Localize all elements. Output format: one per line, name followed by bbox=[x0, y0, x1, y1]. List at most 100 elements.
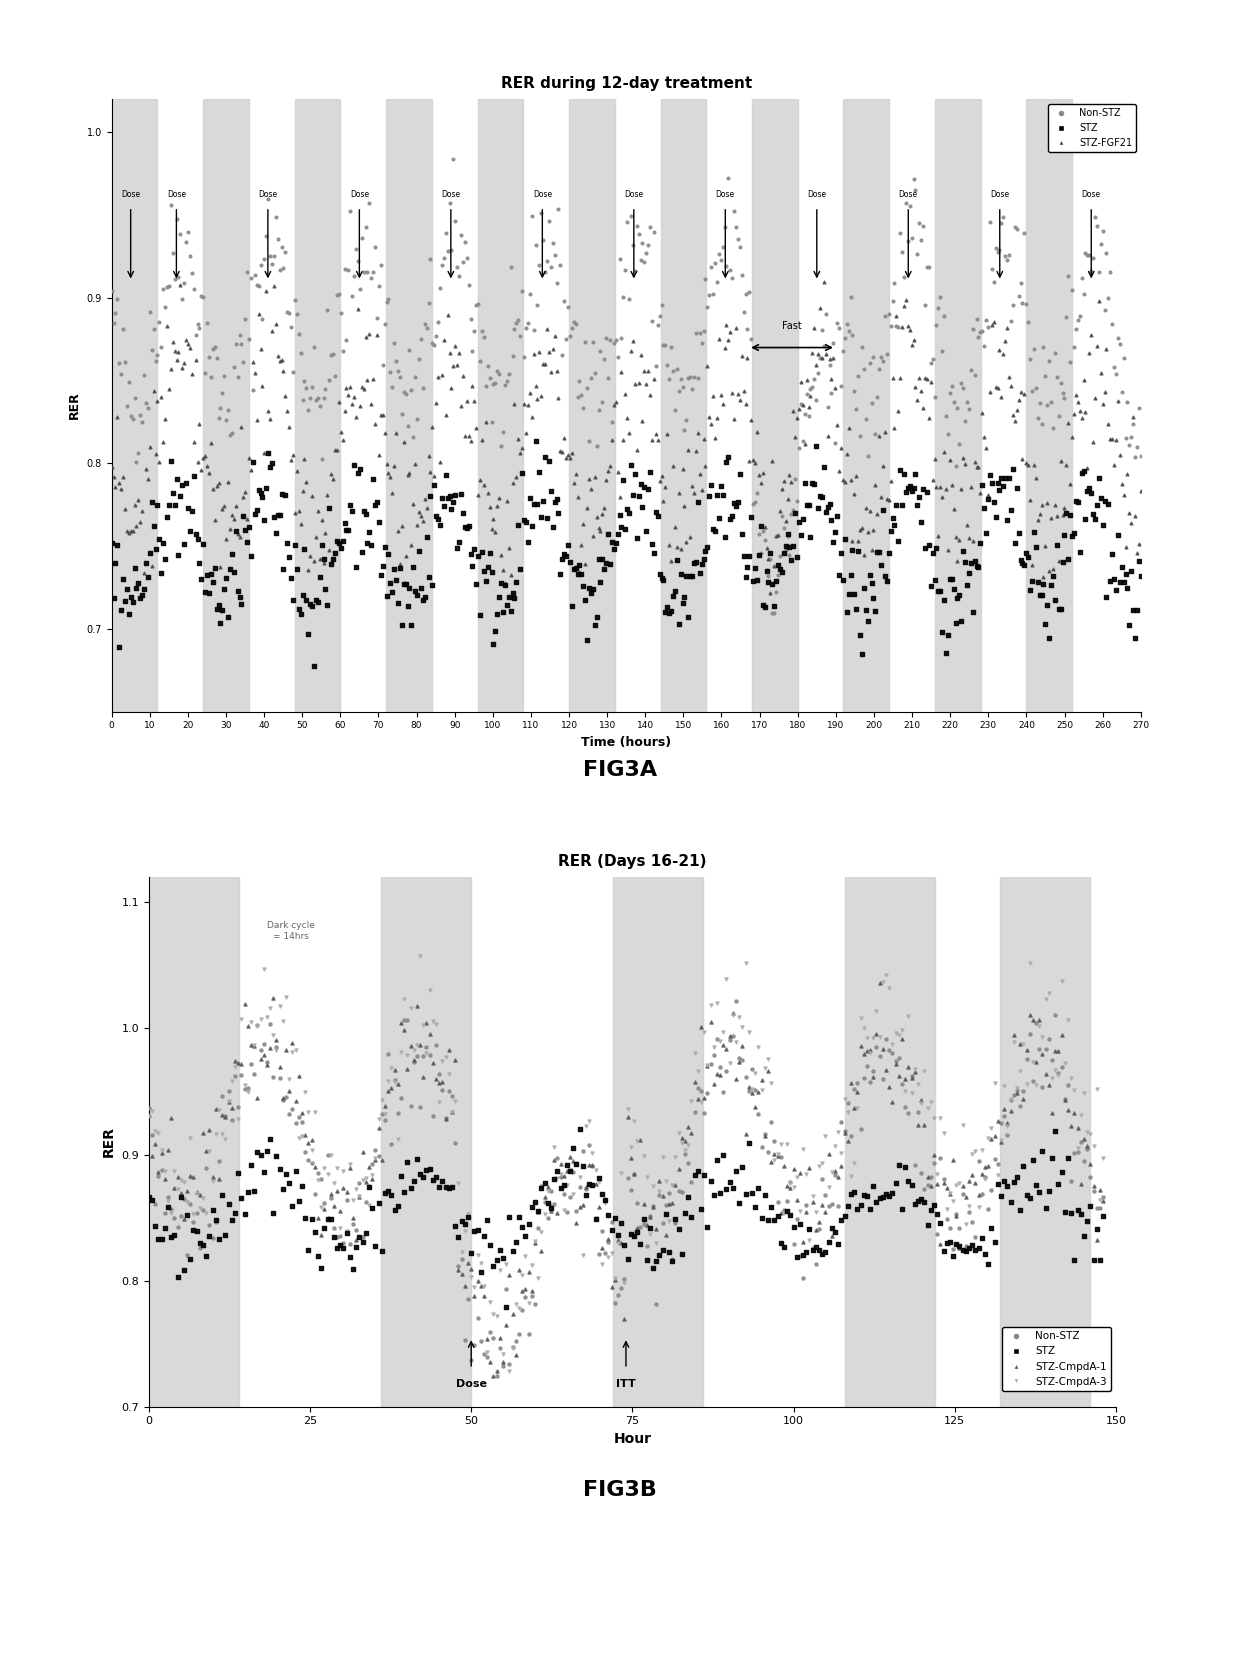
Point bbox=[1092, 391, 1112, 417]
Point bbox=[145, 1190, 165, 1216]
Point bbox=[678, 1183, 698, 1210]
Point bbox=[241, 457, 260, 483]
Point bbox=[1085, 204, 1105, 230]
Point bbox=[780, 1202, 800, 1228]
Point bbox=[386, 348, 405, 374]
Point bbox=[1074, 281, 1094, 308]
Point bbox=[270, 993, 290, 1019]
Point bbox=[957, 511, 977, 538]
Point bbox=[161, 192, 181, 218]
Point bbox=[1090, 1187, 1110, 1213]
Point bbox=[657, 353, 677, 379]
Point bbox=[480, 493, 500, 520]
Point bbox=[123, 589, 143, 616]
Point bbox=[219, 515, 239, 541]
Point bbox=[962, 316, 982, 343]
Point bbox=[905, 177, 925, 204]
Point bbox=[1125, 444, 1145, 470]
Point bbox=[794, 1264, 813, 1291]
Point bbox=[800, 1216, 820, 1243]
Point bbox=[1052, 968, 1071, 995]
Point bbox=[599, 1202, 619, 1228]
Point bbox=[541, 1178, 560, 1205]
Point bbox=[768, 1188, 787, 1215]
Point bbox=[562, 440, 582, 467]
Point bbox=[983, 309, 1003, 336]
Point bbox=[671, 366, 691, 392]
Point bbox=[176, 470, 196, 496]
Point bbox=[873, 496, 893, 523]
Point bbox=[966, 1236, 986, 1263]
Point bbox=[551, 1150, 570, 1177]
Point bbox=[595, 1187, 615, 1213]
Point bbox=[1068, 1197, 1087, 1223]
Point bbox=[702, 255, 722, 281]
Point bbox=[799, 394, 818, 420]
Point bbox=[863, 1172, 883, 1198]
Point bbox=[1071, 1129, 1091, 1155]
Point bbox=[763, 571, 782, 597]
Point bbox=[668, 611, 688, 637]
Point bbox=[982, 1114, 1002, 1140]
Point bbox=[688, 488, 708, 515]
Point bbox=[306, 387, 326, 414]
Bar bbox=[846, 877, 935, 1407]
Point bbox=[244, 500, 264, 526]
Point bbox=[569, 1163, 589, 1190]
Point bbox=[692, 329, 712, 356]
Point bbox=[487, 1246, 507, 1273]
Point bbox=[777, 487, 797, 513]
Point bbox=[719, 1049, 739, 1076]
Text: Dose: Dose bbox=[899, 190, 918, 199]
Point bbox=[832, 1109, 852, 1135]
Point bbox=[575, 551, 595, 578]
Point bbox=[822, 1215, 842, 1241]
Point bbox=[622, 232, 642, 258]
Point bbox=[290, 511, 310, 538]
Point bbox=[921, 351, 941, 377]
Point bbox=[368, 1115, 388, 1142]
Point bbox=[901, 225, 921, 252]
Point bbox=[471, 1329, 491, 1355]
Point bbox=[742, 1056, 761, 1082]
Point bbox=[844, 581, 864, 607]
Point bbox=[506, 463, 526, 490]
Point bbox=[756, 558, 776, 584]
Point bbox=[851, 621, 870, 647]
Text: FIG3B: FIG3B bbox=[583, 1480, 657, 1499]
Point bbox=[1011, 379, 1030, 405]
Point bbox=[544, 323, 564, 349]
Point bbox=[806, 1235, 826, 1261]
Point bbox=[265, 520, 285, 546]
Point bbox=[1013, 1031, 1033, 1058]
Point bbox=[1047, 531, 1066, 558]
Point bbox=[184, 1163, 203, 1190]
Point bbox=[1090, 1246, 1110, 1273]
Point bbox=[812, 485, 832, 511]
Point bbox=[236, 478, 255, 505]
Point bbox=[978, 1197, 998, 1223]
Point bbox=[222, 540, 242, 566]
Point bbox=[884, 415, 904, 442]
Point bbox=[672, 1178, 692, 1205]
Point bbox=[496, 1294, 516, 1321]
Point bbox=[905, 374, 925, 401]
Point bbox=[629, 371, 649, 397]
Point bbox=[275, 382, 295, 409]
Point bbox=[190, 410, 210, 437]
Point bbox=[889, 1152, 909, 1178]
Point bbox=[619, 286, 639, 313]
Point bbox=[955, 450, 975, 477]
Point bbox=[208, 591, 228, 617]
Point bbox=[756, 535, 776, 561]
Point bbox=[722, 265, 742, 291]
Point bbox=[789, 434, 808, 460]
Point bbox=[314, 546, 334, 573]
Point bbox=[749, 521, 769, 548]
Point bbox=[802, 1236, 822, 1263]
Point bbox=[904, 166, 924, 192]
Point bbox=[739, 449, 759, 475]
Point bbox=[672, 589, 692, 616]
Point bbox=[872, 344, 892, 371]
Point bbox=[1110, 331, 1130, 357]
